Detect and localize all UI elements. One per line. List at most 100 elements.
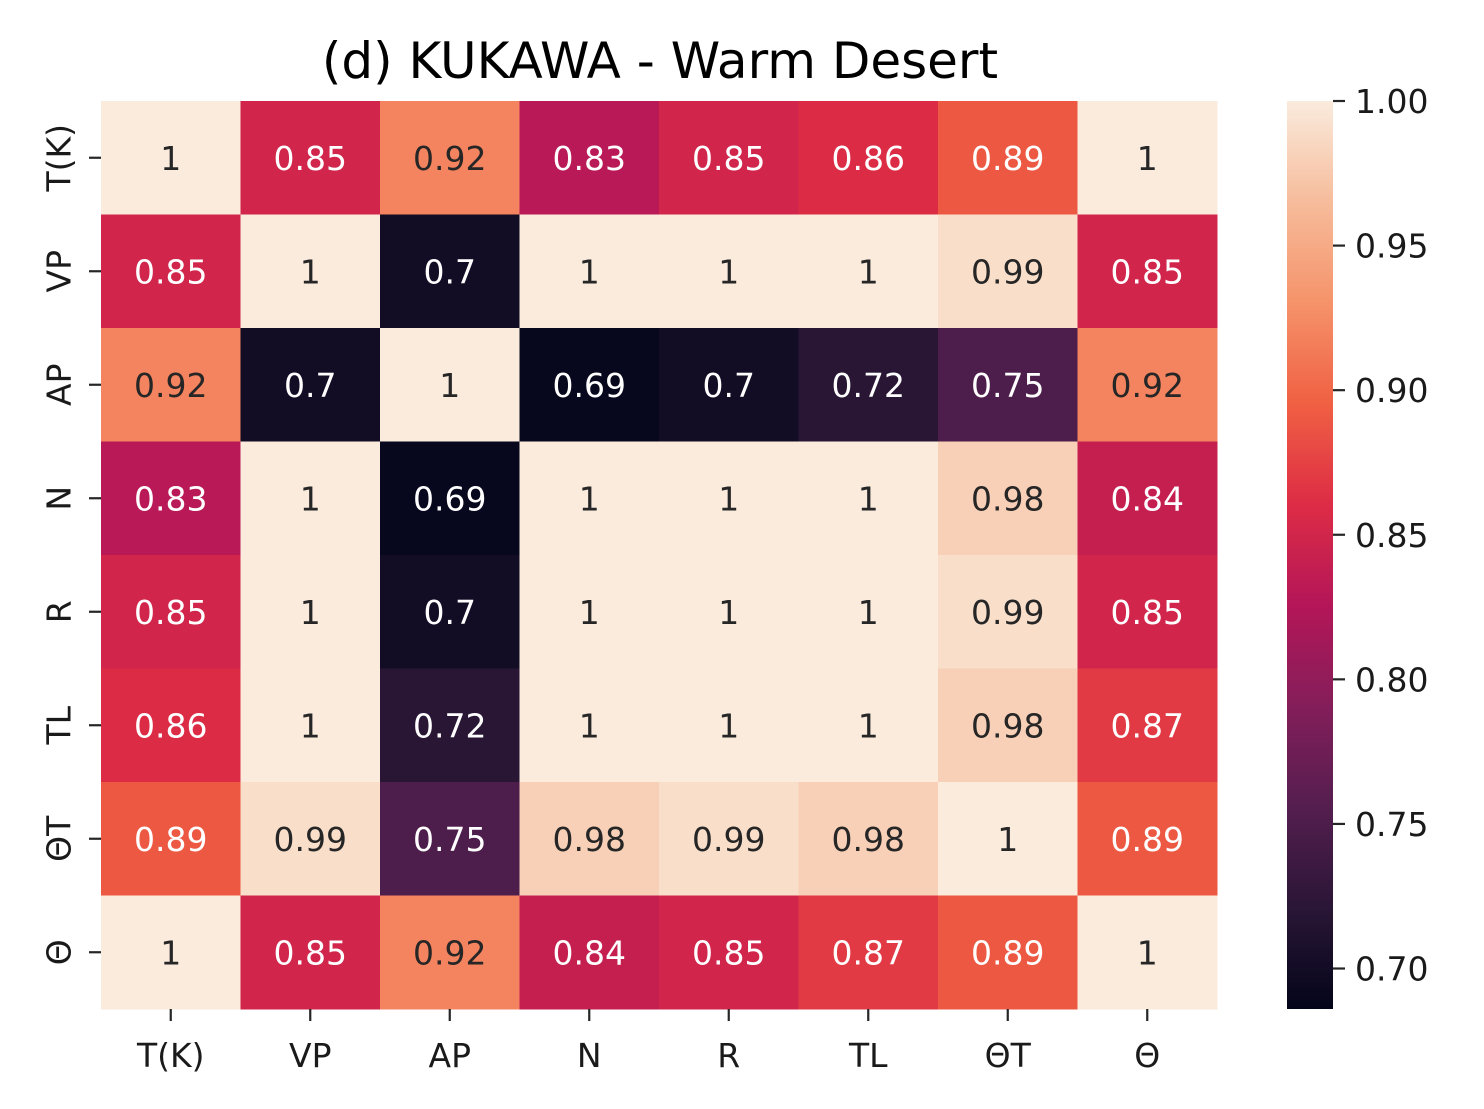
cell-annotation: 0.72 [832, 366, 905, 405]
cell-annotation: 0.85 [1111, 252, 1184, 291]
cell-annotation: 0.85 [692, 933, 765, 972]
heatmap-cell [240, 668, 381, 783]
cell-annotation: 0.92 [1111, 366, 1184, 405]
cell-annotation: 1 [718, 252, 739, 291]
heatmap-cell [380, 555, 520, 669]
cell-annotation: 1 [858, 706, 879, 745]
heatmap-cell [519, 101, 660, 215]
heatmap-cell [938, 101, 1078, 215]
colorbar-tick-label: 1.00 [1355, 82, 1428, 121]
cell-annotation: 0.89 [971, 139, 1044, 178]
heatmap-cell [798, 668, 939, 783]
heatmap-cells [101, 101, 1218, 1010]
chart-title: (d) KUKAWA - Warm Desert [322, 32, 998, 90]
heatmap-cell [798, 895, 939, 1010]
cell-annotation: 0.89 [134, 820, 207, 859]
cell-annotation: 0.83 [553, 139, 626, 178]
cell-annotation: 0.72 [413, 706, 486, 745]
heatmap-cell [240, 328, 381, 442]
heatmap-cell [380, 668, 520, 783]
heatmap-cell [938, 214, 1078, 329]
cell-annotation: 0.86 [134, 706, 207, 745]
heatmap-cell [1077, 101, 1218, 215]
cell-annotation: 0.75 [413, 820, 486, 859]
cell-annotation: 1 [300, 706, 321, 745]
heatmap-cell [798, 555, 939, 669]
cell-annotation: 0.86 [832, 139, 905, 178]
cell-annotation: 0.98 [971, 479, 1044, 518]
cell-annotation: 0.7 [703, 366, 755, 405]
cell-annotation: 1 [579, 593, 600, 632]
colorbar-tick-label: 0.95 [1355, 227, 1428, 266]
x-axis: T(K) VP AP N R TL ΘT Θ [136, 1009, 1160, 1075]
cell-annotation: 0.89 [971, 933, 1044, 972]
cell-annotation: 1 [439, 366, 460, 405]
heatmap-cell [659, 328, 799, 442]
y-tick-label: AP [40, 364, 79, 406]
x-tick-label: AP [429, 1036, 471, 1075]
heatmap-cell [519, 895, 660, 1010]
cell-annotation: 1 [1137, 933, 1158, 972]
heatmap-cell [101, 555, 241, 669]
heatmap-cell [938, 328, 1078, 442]
y-tick-label: N [40, 486, 79, 511]
cell-annotation: 0.83 [134, 479, 207, 518]
cell-annotation: 0.92 [413, 933, 486, 972]
cell-annotation: 0.85 [274, 139, 347, 178]
colorbar-tick-label: 0.80 [1355, 660, 1428, 699]
cell-annotation: 0.7 [424, 593, 476, 632]
y-tick-label: TL [40, 705, 79, 745]
heatmap-cell [380, 782, 520, 896]
cell-annotation: 1 [160, 933, 181, 972]
cell-annotation: 0.98 [971, 706, 1044, 745]
heatmap-cell [798, 328, 939, 442]
colorbar-tick-label: 0.70 [1355, 950, 1428, 989]
cell-annotation: 0.85 [1111, 593, 1184, 632]
cell-annotation: 1 [300, 252, 321, 291]
cell-annotation: 1 [1137, 139, 1158, 178]
colorbar-tick-label: 0.85 [1355, 516, 1428, 555]
heatmap-cell [798, 101, 939, 215]
heatmap-cell [101, 101, 241, 215]
heatmap-cell [101, 668, 241, 783]
heatmap-cell [938, 441, 1078, 556]
cell-annotation: 1 [300, 593, 321, 632]
heatmap-cell [659, 782, 799, 896]
cell-annotation: 1 [160, 139, 181, 178]
heatmap-cell [659, 101, 799, 215]
cell-annotation: 0.89 [1111, 820, 1184, 859]
heatmap-cell [240, 782, 381, 896]
heatmap-cell [519, 782, 660, 896]
heatmap-cell [240, 441, 381, 556]
y-axis: T(K) VP AP N R TL ΘT Θ [40, 124, 101, 965]
heatmap-cell [1077, 328, 1218, 442]
heatmap-cell [380, 328, 520, 442]
y-tick-label: R [40, 600, 79, 623]
cell-annotation: 0.92 [413, 139, 486, 178]
heatmap-cell [659, 668, 799, 783]
heatmap-cell [101, 328, 241, 442]
cell-annotation: 1 [858, 479, 879, 518]
cell-annotation: 1 [718, 593, 739, 632]
cell-annotation: 0.98 [553, 820, 626, 859]
colorbar-gradient [1287, 101, 1333, 1009]
cell-annotation: 1 [579, 479, 600, 518]
y-tick-label: Θ [40, 939, 79, 965]
cell-annotation: 0.84 [1111, 479, 1184, 518]
heatmap-cell [798, 441, 939, 556]
cell-annotation: 0.85 [692, 139, 765, 178]
heatmap-cell [659, 441, 799, 556]
heatmap-cell [1077, 441, 1218, 556]
x-tick-label: R [717, 1036, 740, 1075]
x-tick-label: TL [848, 1036, 888, 1075]
heatmap-cell [938, 555, 1078, 669]
heatmap-cell [1077, 782, 1218, 896]
heatmap-cell [380, 895, 520, 1010]
cell-annotation: 0.99 [971, 593, 1044, 632]
heatmap-cell [659, 895, 799, 1010]
cell-annotation: 0.92 [134, 366, 207, 405]
heatmap-cell [519, 328, 660, 442]
cell-annotation: 1 [579, 706, 600, 745]
heatmap-cell [101, 895, 241, 1010]
